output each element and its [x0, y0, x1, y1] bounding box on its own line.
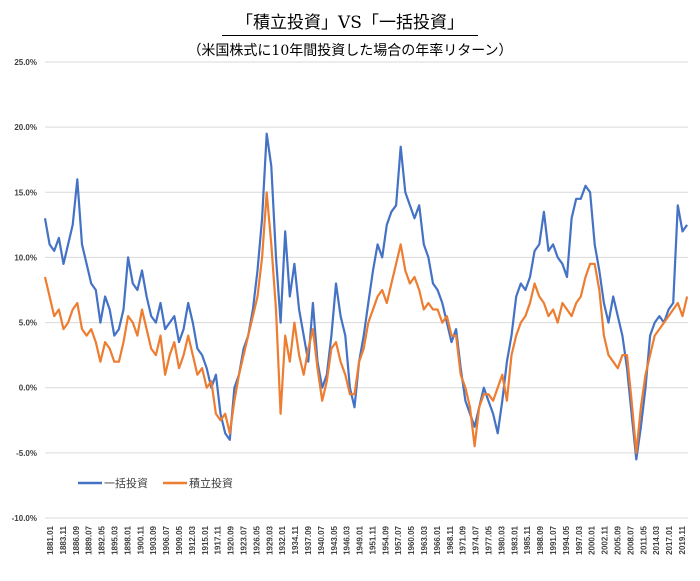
x-tick-label: 1900.11 [136, 525, 145, 554]
series-line-lump-sum [43, 132, 688, 461]
chart-subtitle: （米国株式に10年間投資した場合の年率リターン） [187, 43, 513, 59]
x-tick-label: 1983.01 [510, 525, 519, 554]
x-tick-label: 1906.07 [162, 525, 171, 554]
x-tick-label: 1954.09 [381, 525, 390, 554]
x-tick-label: 1903.09 [149, 525, 158, 554]
x-tick-label: 1971.09 [459, 525, 468, 554]
x-tick-label: 2011.05 [639, 525, 648, 554]
y-tick-label: -10.0% [12, 514, 37, 523]
y-axis-ticks: 25.0% 20.0% 15.0% 10.0% 5.0% 0.0% -5.0% -10.0% [12, 58, 37, 523]
x-tick-label: 2019.11 [678, 525, 687, 554]
series-lines [43, 132, 689, 461]
x-tick-label: 1934.11 [291, 525, 300, 554]
x-tick-label: 1977.05 [485, 525, 494, 554]
x-tick-label: 1963.03 [420, 525, 429, 554]
x-tick-label: 1994.05 [562, 525, 571, 554]
x-tick-label: 1932.01 [278, 525, 287, 554]
chart-title: 「積立投資」VS「一括投資」 [0, 8, 700, 36]
x-tick-label: 1991.07 [549, 525, 558, 554]
y-tick-label: 0.0% [19, 384, 37, 393]
x-tick-label: 1980.03 [497, 525, 506, 554]
x-tick-label: 1883.11 [59, 525, 68, 554]
y-tick-label: 5.0% [19, 319, 37, 328]
x-tick-label: 1889.07 [85, 525, 94, 554]
series-line-dollar-cost [43, 191, 689, 454]
x-tick-label: 2017.01 [665, 525, 674, 554]
x-tick-label: 1997.03 [575, 525, 584, 554]
x-tick-label: 1957.07 [394, 525, 403, 554]
chart-title-text: 「積立投資」VS「一括投資」 [222, 13, 478, 36]
x-tick-label: 1937.09 [304, 525, 313, 554]
x-tick-label: 1912.03 [188, 525, 197, 554]
x-tick-label: 2002.11 [601, 525, 610, 554]
x-tick-label: 1940.07 [317, 525, 326, 554]
x-tick-label: 1966.01 [433, 525, 442, 554]
x-tick-label: 1960.05 [407, 525, 416, 554]
legend-label: 積立投資 [189, 476, 233, 490]
y-tick-label: 10.0% [14, 253, 37, 262]
x-tick-label: 1968.11 [446, 525, 455, 554]
x-tick-label: 1909.05 [175, 525, 184, 554]
x-tick-label: 2005.09 [614, 525, 623, 554]
x-tick-label: 1881.01 [46, 525, 55, 554]
x-tick-label: 1929.03 [265, 525, 274, 554]
x-tick-label: 1926.05 [252, 525, 261, 554]
x-tick-label: 2014.03 [652, 525, 661, 554]
legend-label: 一括投資 [104, 476, 148, 490]
x-tick-label: 1892.05 [98, 525, 107, 554]
x-tick-label: 1915.01 [201, 525, 210, 554]
y-tick-label: -5.0% [16, 449, 37, 458]
y-tick-label: 20.0% [14, 123, 37, 132]
x-tick-label: 1895.03 [110, 525, 119, 554]
x-tick-label: 1988.09 [536, 525, 545, 554]
x-tick-label: 2008.07 [626, 525, 635, 554]
x-tick-label: 1985.11 [523, 525, 532, 554]
x-tick-label: 1920.09 [227, 525, 236, 554]
x-tick-label: 1886.09 [72, 525, 81, 554]
gridlines [45, 61, 688, 519]
x-tick-label: 1917.11 [214, 525, 223, 554]
x-tick-label: 1898.01 [123, 525, 132, 554]
x-tick-label: 1923.07 [239, 525, 248, 554]
y-tick-label: 15.0% [14, 188, 37, 197]
x-tick-label: 1943.05 [330, 525, 339, 554]
x-tick-label: 1946.03 [343, 525, 352, 554]
x-tick-label: 1951.11 [368, 525, 377, 554]
x-tick-label: 1949.01 [356, 525, 365, 554]
y-tick-label: 25.0% [14, 58, 37, 67]
x-axis-ticks: 1881.01 1883.11 1886.09 1889.07 1892.05 1895.… [46, 525, 687, 554]
legend: 一括投資 積立投資 [78, 476, 233, 490]
x-tick-label: 2000.01 [588, 525, 597, 554]
x-tick-label: 1974.07 [472, 525, 481, 554]
